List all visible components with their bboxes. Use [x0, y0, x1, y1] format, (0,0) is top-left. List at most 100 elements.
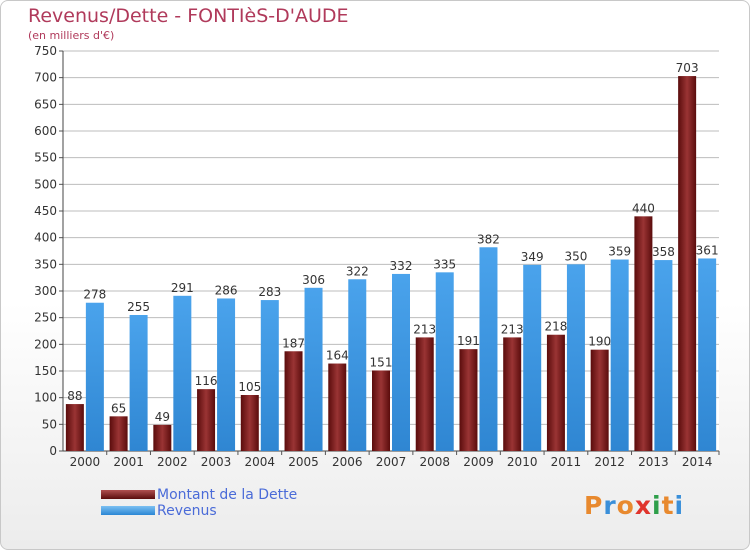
data-label-debt: 213	[501, 322, 524, 336]
bar-debt	[284, 351, 303, 451]
bar-revenue	[129, 315, 148, 451]
data-label-debt: 187	[282, 336, 305, 350]
bar-revenue	[479, 247, 498, 451]
bar-revenue	[348, 279, 367, 451]
y-tick-label: 450	[34, 204, 57, 218]
data-label-debt: 213	[413, 322, 436, 336]
x-tick-label: 2002	[157, 455, 188, 469]
x-tick-label: 2001	[113, 455, 144, 469]
logo-letter: t	[661, 491, 675, 520]
bar-debt	[197, 389, 216, 451]
chart-title: Revenus/Dette - FONTIèS-D'AUDE	[28, 5, 349, 27]
data-label-revenue: 350	[564, 249, 587, 263]
bar-revenue	[85, 302, 104, 451]
plot-area	[63, 51, 719, 451]
bar-revenue	[304, 287, 323, 451]
y-tick-label: 250	[34, 311, 57, 325]
data-label-debt: 440	[632, 201, 655, 215]
bar-debt	[459, 349, 478, 451]
bar-revenue	[654, 260, 673, 451]
x-tick-label: 2007	[376, 455, 407, 469]
bar-revenue	[392, 273, 410, 451]
data-label-revenue: 306	[302, 273, 325, 287]
data-label-debt: 65	[111, 401, 126, 415]
data-label-debt: 218	[544, 320, 567, 334]
x-tick-label: 2010	[507, 455, 538, 469]
y-tick-label: 350	[34, 257, 57, 271]
logo-letter: r	[603, 491, 617, 520]
data-label-revenue: 382	[477, 232, 500, 246]
bar-debt	[240, 395, 259, 451]
legend-label-revenue: Revenus	[157, 503, 217, 519]
bar-revenue	[698, 258, 717, 451]
x-tick-label: 2004	[245, 455, 276, 469]
data-label-revenue: 291	[171, 281, 194, 295]
legend-swatch-revenue	[101, 506, 155, 515]
bar-debt	[372, 370, 390, 451]
y-tick-label: 200	[34, 337, 57, 351]
y-tick-label: 0	[49, 444, 57, 458]
x-tick-label: 2008	[419, 455, 450, 469]
data-label-revenue: 286	[215, 283, 238, 297]
bar-debt	[503, 337, 522, 451]
y-tick-label: 400	[34, 231, 57, 245]
data-label-debt: 190	[588, 335, 611, 349]
logo-letter: i	[674, 491, 685, 520]
data-label-revenue: 283	[258, 285, 281, 299]
bar-debt	[590, 349, 609, 451]
y-tick-label: 150	[34, 364, 57, 378]
bar-revenue	[523, 264, 542, 451]
bar-debt	[65, 404, 84, 451]
data-label-revenue: 335	[433, 257, 456, 271]
data-label-revenue: 278	[83, 288, 106, 302]
bar-debt	[415, 337, 434, 451]
y-tick-label: 650	[34, 97, 57, 111]
logo-letter: P	[584, 491, 604, 520]
bar-revenue	[435, 272, 454, 451]
y-tick-label: 100	[34, 391, 57, 405]
y-tick-label: 50	[42, 417, 57, 431]
proxiti-logo: Proxiti	[584, 491, 684, 520]
bar-debt	[678, 76, 697, 452]
legend-swatch-debt	[101, 490, 155, 499]
y-tick-label: 750	[34, 44, 57, 58]
y-tick-label: 700	[34, 71, 57, 85]
data-label-debt: 88	[67, 389, 82, 403]
bar-revenue	[260, 300, 279, 451]
data-label-debt: 49	[155, 410, 170, 424]
data-label-revenue: 255	[127, 300, 150, 314]
x-tick-label: 2014	[682, 455, 713, 469]
data-label-debt: 116	[195, 374, 218, 388]
bar-debt	[109, 416, 128, 451]
x-tick-label: 2012	[594, 455, 625, 469]
bar-revenue	[173, 295, 192, 451]
x-tick-label: 2006	[332, 455, 363, 469]
data-label-revenue: 361	[696, 243, 719, 257]
data-label-debt: 151	[370, 355, 393, 369]
data-label-revenue: 359	[608, 245, 631, 259]
data-label-revenue: 349	[521, 250, 544, 264]
bar-revenue	[217, 298, 236, 451]
data-label-revenue: 322	[346, 264, 369, 278]
legend-label-debt: Montant de la Dette	[157, 487, 298, 503]
logo-letter: i	[652, 491, 662, 520]
data-label-debt: 164	[326, 349, 349, 363]
logo-letter: o	[616, 491, 635, 520]
bar-debt	[153, 424, 172, 451]
bar-revenue	[566, 264, 585, 451]
data-label-debt: 191	[457, 334, 480, 348]
x-tick-label: 2009	[463, 455, 494, 469]
bar-debt	[634, 216, 653, 451]
logo-letter: x	[634, 491, 652, 520]
bar-revenue	[610, 259, 629, 451]
x-tick-label: 2003	[201, 455, 232, 469]
x-tick-label: 2005	[288, 455, 319, 469]
x-tick-label: 2013	[638, 455, 669, 469]
data-label-debt: 703	[676, 61, 699, 75]
y-tick-label: 300	[34, 284, 57, 298]
bar-debt	[328, 363, 347, 451]
data-label-revenue: 332	[390, 259, 413, 273]
data-label-revenue: 358	[652, 245, 675, 259]
